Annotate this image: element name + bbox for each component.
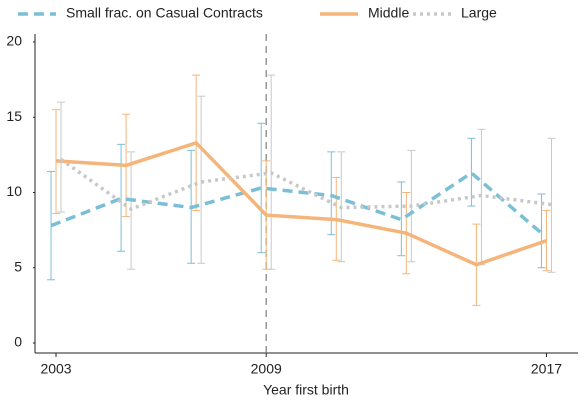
legend-label: Small frac. on Casual Contracts xyxy=(66,5,263,21)
legend-label: Middle xyxy=(368,5,409,21)
series-line xyxy=(60,157,552,212)
y-tick-label: 0 xyxy=(14,334,22,350)
x-tick-label: 2003 xyxy=(40,361,71,377)
x-tick-label: 2009 xyxy=(251,361,282,377)
y-tick-label: 15 xyxy=(6,108,22,124)
y-tick-label: 5 xyxy=(14,258,22,274)
y-tick-label: 10 xyxy=(6,183,22,199)
x-axis-label: Year first birth xyxy=(263,382,349,398)
legend-label: Large xyxy=(461,5,497,21)
x-tick-label: 2017 xyxy=(531,361,562,377)
series-line xyxy=(55,140,548,267)
series-line xyxy=(50,170,543,235)
y-tick-label: 20 xyxy=(6,33,22,49)
